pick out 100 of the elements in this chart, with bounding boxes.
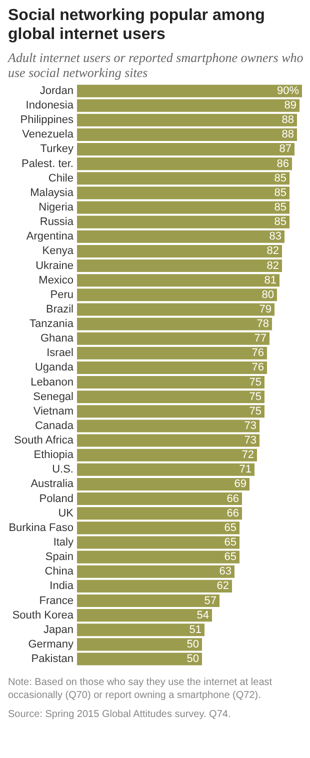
- y-tick-label: Pakistan: [31, 653, 74, 666]
- data-label: 78: [256, 318, 269, 330]
- bar: [77, 303, 274, 316]
- bar: [77, 420, 260, 432]
- y-tick-label: France: [39, 594, 74, 607]
- chart-title: Social networking popular among global internet users: [8, 6, 266, 44]
- y-tick-label: Senegal: [33, 390, 74, 403]
- bar: [77, 536, 240, 549]
- bar: [77, 492, 242, 506]
- data-label: 57: [204, 594, 216, 607]
- y-tick-label: Tanzania: [29, 318, 74, 330]
- data-label: 89: [284, 100, 296, 112]
- y-tick-label: Peru: [50, 288, 74, 301]
- y-tick-label: Poland: [39, 492, 74, 505]
- y-tick-label: Australia: [30, 478, 74, 490]
- y-tick-label: Italy: [53, 536, 74, 548]
- data-label: 66: [226, 492, 239, 505]
- y-tick-label: Spain: [45, 551, 74, 564]
- bar: [77, 550, 240, 564]
- data-label: 76: [252, 347, 264, 360]
- y-tick-label: Uganda: [34, 362, 74, 374]
- y-tick-label: Venezuela: [22, 128, 74, 141]
- bar: [77, 346, 267, 360]
- y-tick-label: Mexico: [38, 274, 74, 286]
- y-tick-label: Indonesia: [26, 100, 74, 112]
- data-label: 85: [274, 216, 286, 228]
- data-label: 88: [282, 128, 294, 141]
- bar: [77, 99, 300, 112]
- text: Note: Based on those who say they use the internet at least occasionally (Q70) or report owning a smartphone (Q72).: [8, 676, 274, 702]
- data-label: 80: [262, 288, 274, 301]
- bar: [77, 652, 202, 666]
- data-label: 62: [216, 580, 229, 592]
- y-tick-label: Ukraine: [36, 260, 74, 272]
- y-tick-label: Vietnam: [33, 405, 74, 418]
- y-tick-label: Lebanon: [30, 376, 74, 388]
- data-label: 82: [266, 245, 279, 258]
- source-note: Source: Spring 2015 Global Attitudes survey. Q74.: [8, 708, 232, 721]
- y-tick-label: Brazil: [46, 303, 74, 316]
- bar: [77, 448, 257, 462]
- bar: [77, 609, 212, 622]
- y-tick-label: Russia: [40, 216, 74, 228]
- data-label: 51: [189, 624, 202, 636]
- data-label: 65: [224, 551, 236, 564]
- data-label: 85: [274, 186, 286, 199]
- data-label: 73: [244, 420, 256, 432]
- y-tick-label: U.S.: [52, 464, 74, 476]
- bar: [77, 84, 302, 98]
- bar: [77, 405, 264, 418]
- bar: [77, 332, 270, 345]
- bar: [77, 580, 232, 592]
- y-tick-label: Jordan: [40, 84, 74, 97]
- y-tick-label: Germany: [28, 638, 74, 650]
- bar: [77, 390, 264, 404]
- bar: [77, 361, 267, 374]
- y-tick-label: Canada: [34, 420, 74, 432]
- bar: [77, 638, 202, 651]
- bar: [77, 376, 264, 389]
- data-label: 65: [224, 536, 236, 548]
- y-tick-label: Nigeria: [38, 202, 74, 214]
- bar: [77, 244, 282, 258]
- data-label: 72: [242, 449, 254, 462]
- y-tick-label: Philippines: [20, 114, 74, 126]
- data-label: 71: [239, 464, 252, 476]
- y-tick-label: Palest. ter.: [22, 158, 74, 170]
- bar: [77, 434, 260, 447]
- data-label: 50: [186, 653, 199, 666]
- y-tick-label: Argentina: [26, 230, 74, 243]
- bar: [77, 463, 254, 476]
- y-tick-label: China: [44, 566, 74, 578]
- data-label: 73: [244, 434, 256, 447]
- data-label: 75: [249, 376, 262, 388]
- y-tick-label: Kenya: [42, 245, 74, 258]
- data-label: 82: [266, 260, 279, 272]
- data-label: 83: [269, 230, 282, 243]
- data-label: 76: [252, 362, 264, 374]
- bar: [77, 274, 280, 287]
- data-label: 88: [282, 114, 294, 126]
- y-tick-label: India: [50, 580, 74, 592]
- y-tick-label: Japan: [44, 624, 74, 636]
- bar: [77, 624, 204, 636]
- data-label: 85: [274, 172, 286, 184]
- data-label: 69: [234, 478, 246, 490]
- y-tick-label: Turkey: [40, 143, 74, 156]
- bar: [77, 594, 220, 608]
- bar: [77, 114, 297, 126]
- bar: [77, 128, 297, 141]
- y-tick-label: South Africa: [14, 434, 74, 447]
- bar: [77, 288, 277, 302]
- data-label: 87: [279, 143, 292, 156]
- y-tick-label: Ethiopia: [34, 449, 74, 462]
- data-label: 65: [224, 522, 236, 534]
- bar: [77, 158, 292, 170]
- data-label: 75: [249, 390, 262, 403]
- bar: [77, 142, 294, 156]
- y-tick-label: South Korea: [12, 609, 74, 622]
- bar: [77, 260, 282, 272]
- data-label: 85: [274, 202, 286, 214]
- y-tick-label: Israel: [46, 347, 74, 360]
- y-tick-label: Chile: [48, 172, 74, 184]
- bar: [77, 230, 284, 243]
